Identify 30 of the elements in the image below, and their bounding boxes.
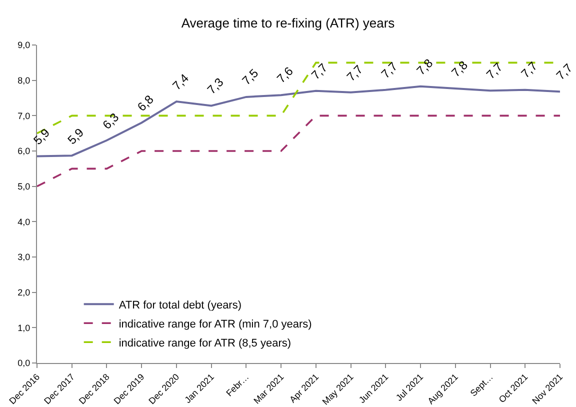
data-label: 7,6 bbox=[274, 64, 296, 86]
y-tick-label: 2,0 bbox=[18, 287, 30, 298]
y-tick-label: 3,0 bbox=[18, 252, 30, 262]
y-tick-label: 9,0 bbox=[18, 40, 30, 50]
data-label: 7,7 bbox=[484, 60, 506, 82]
legend-label: ATR for total debt (years) bbox=[118, 299, 242, 312]
data-label: 5,9 bbox=[64, 125, 87, 148]
data-label: 7,3 bbox=[204, 74, 226, 97]
data-label: 7,7 bbox=[378, 59, 400, 82]
data-label: 7,7 bbox=[344, 62, 366, 84]
y-tick-label: 1,0 bbox=[18, 322, 30, 333]
y-tick-label: 0,0 bbox=[18, 358, 30, 368]
y-tick-label: 4,0 bbox=[18, 216, 30, 227]
legend-label: indicative range for ATR (min 7,0 years) bbox=[118, 318, 312, 330]
data-label: 7,8 bbox=[414, 56, 436, 78]
y-tick-label: 8,0 bbox=[18, 75, 30, 86]
data-label: 7,7 bbox=[554, 60, 576, 83]
data-label: 7,7 bbox=[518, 58, 540, 81]
chart-title: Average time to re-fixing (ATR) years bbox=[181, 15, 396, 30]
legend-label: indicative range for ATR (8,5 years) bbox=[118, 337, 292, 350]
data-label: 5,9 bbox=[30, 126, 53, 148]
data-label: 7,4 bbox=[170, 70, 192, 93]
data-label: 6,8 bbox=[134, 92, 157, 114]
y-tick-label: 6,0 bbox=[18, 146, 30, 156]
data-label: 7,7 bbox=[308, 60, 330, 82]
data-label: 6,3 bbox=[100, 110, 122, 132]
y-tick-label: 5,0 bbox=[18, 181, 30, 192]
data-label: 7,5 bbox=[239, 66, 262, 88]
data-label: 7,8 bbox=[448, 58, 471, 80]
y-tick-label: 7,0 bbox=[18, 110, 30, 121]
